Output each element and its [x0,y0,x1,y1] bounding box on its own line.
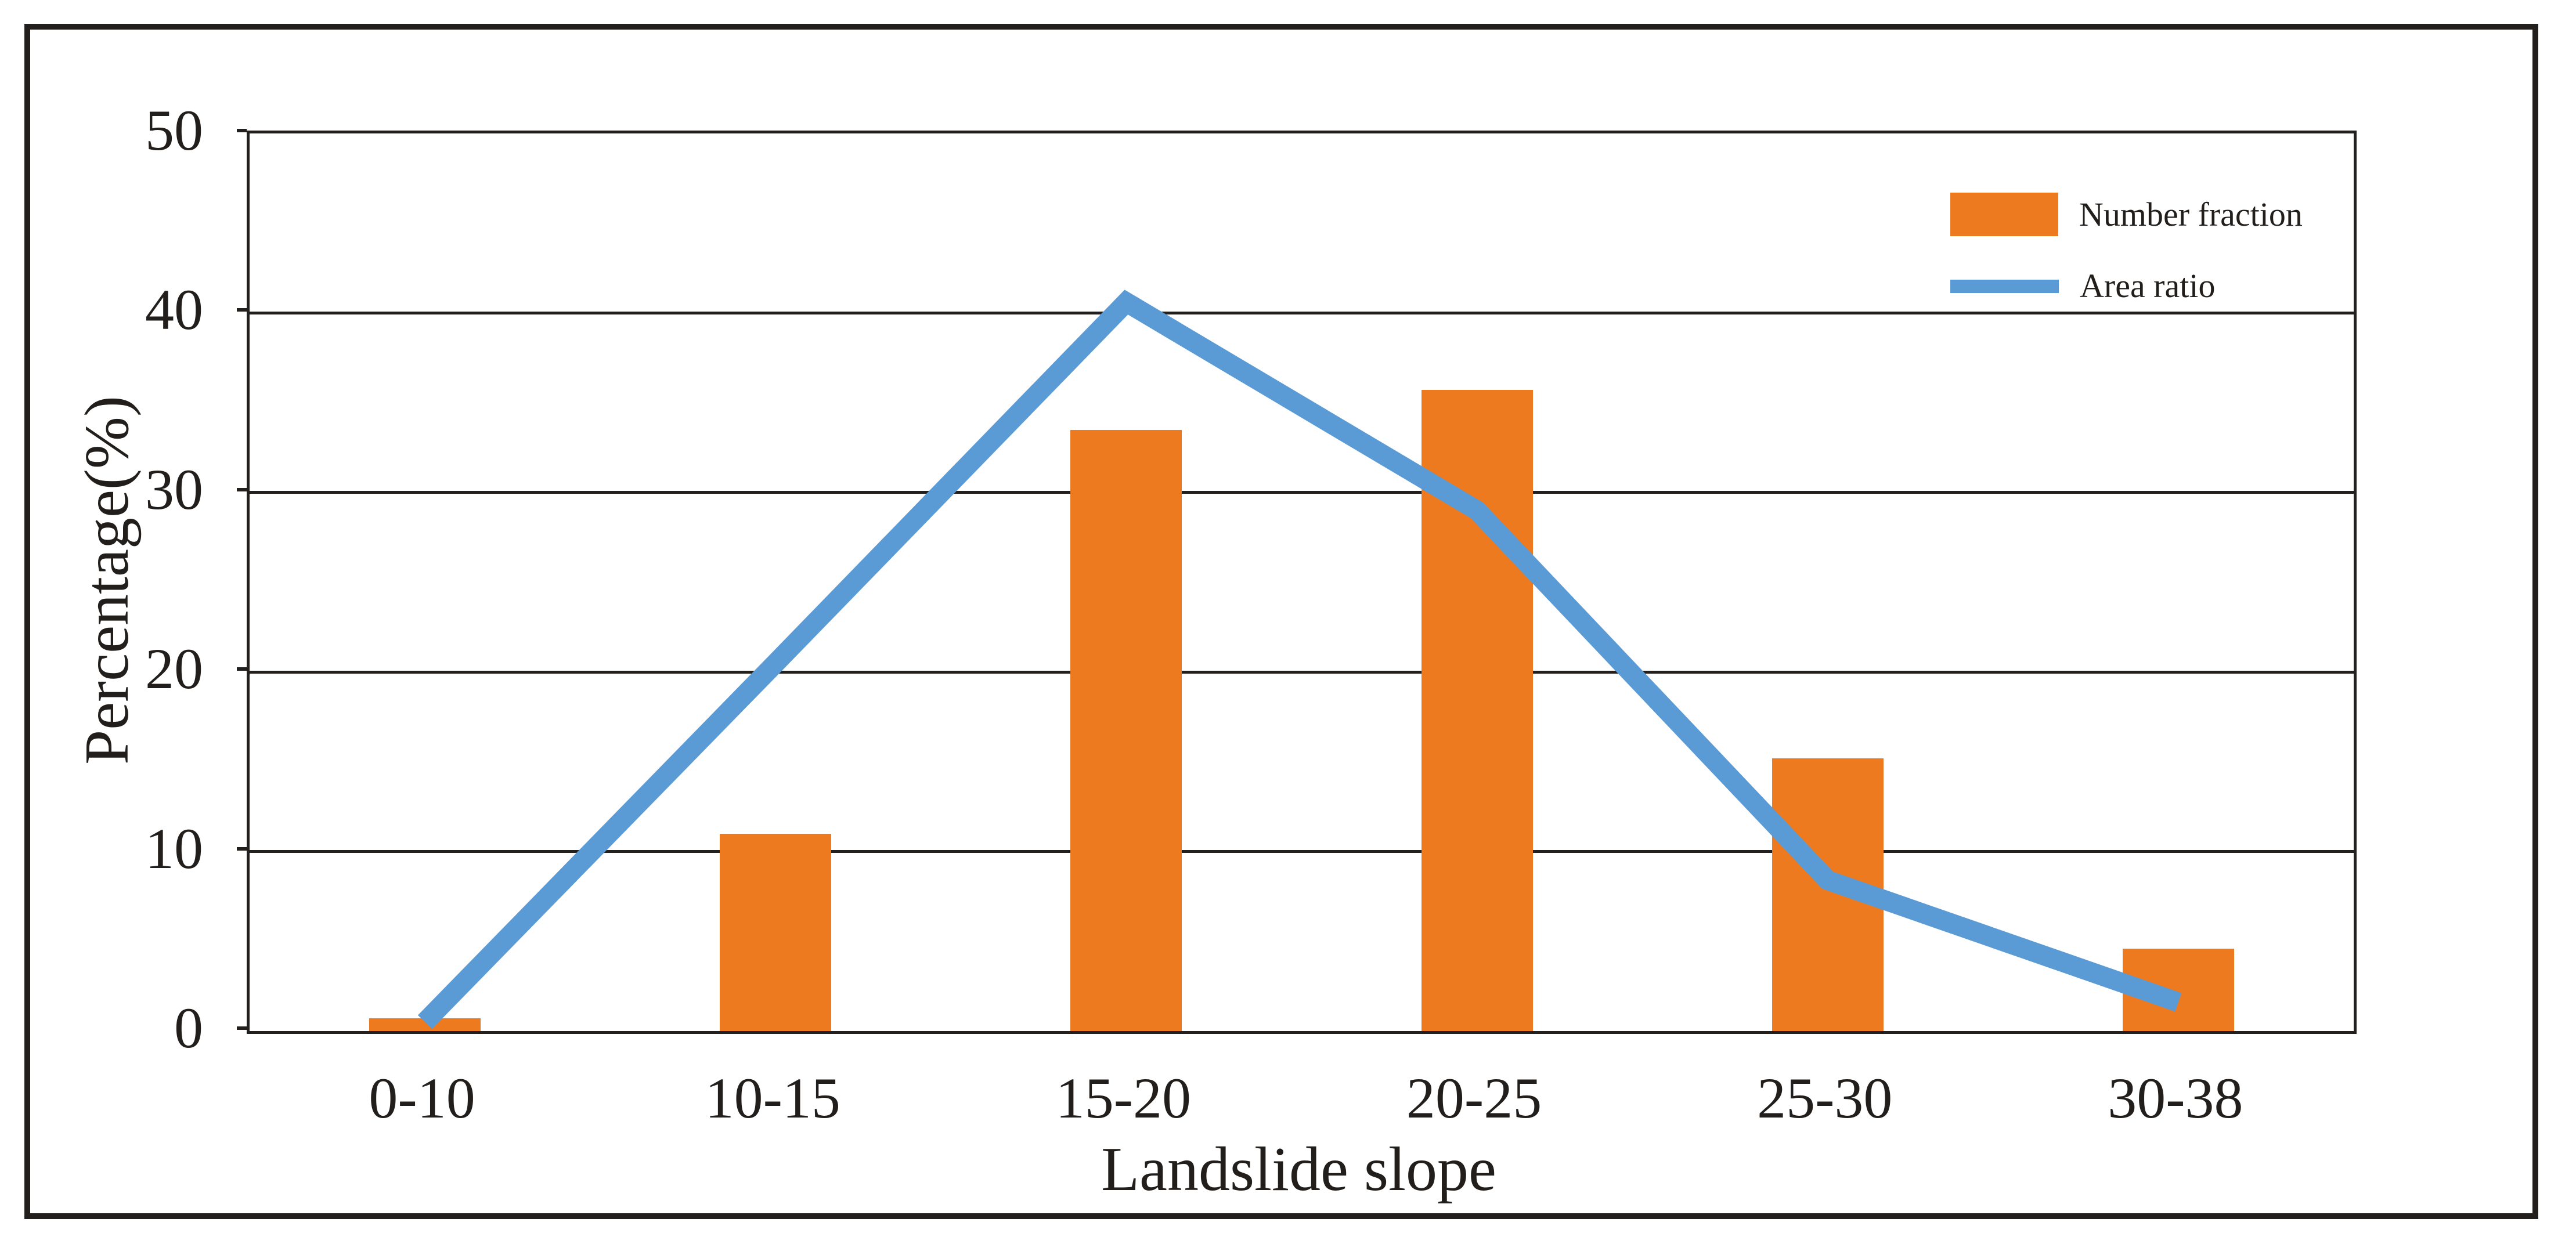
y-tick-mark-20 [237,667,247,671]
y-tick-label-50: 50 [145,98,203,162]
y-tick-label-30: 30 [145,457,203,522]
gridline-40 [250,311,2354,314]
plot-area: Number fraction Area ratio [247,131,2357,1034]
y-tick-label-40: 40 [145,277,203,342]
y-tick-mark-40 [237,308,247,312]
legend-line-swatch [1950,279,2059,293]
y-tick-mark-30 [237,487,247,491]
y-tick-label-20: 20 [145,637,203,701]
x-tick-label-30-38: 30-38 [2108,1066,2243,1130]
y-tick-mark-50 [237,129,247,132]
legend-item-area-ratio: Area ratio [1950,268,2303,304]
bar-10-15 [720,833,832,1031]
y-tick-mark-10 [237,847,247,851]
x-tick-label-0-10: 0-10 [369,1066,475,1130]
x-tick-label-20-25: 20-25 [1406,1066,1542,1130]
gridline-20 [250,670,2354,674]
bar-15-20 [1070,429,1182,1031]
legend-item-number-fraction: Number fraction [1950,193,2303,236]
gridline-30 [250,491,2354,494]
legend-label-area-ratio: Area ratio [2080,267,2216,305]
x-axis-title: Landslide slope [1101,1135,1496,1204]
line-series [417,290,2182,1029]
legend-label-number-fraction: Number fraction [2079,195,2303,233]
y-tick-mark-0 [237,1026,247,1030]
gridline-10 [250,850,2354,854]
figure-border [24,24,2538,1219]
y-tick-label-0: 0 [174,996,203,1060]
area-ratio-line [417,290,2182,1029]
x-tick-label-10-15: 10-15 [705,1066,840,1130]
bar-0-10 [369,1018,481,1031]
legend: Number fraction Area ratio [1950,193,2303,304]
legend-bar-swatch [1950,193,2058,236]
x-tick-label-15-20: 15-20 [1055,1066,1192,1130]
y-tick-label-10: 10 [145,816,203,881]
y-axis-title: Percentage(%) [73,396,142,765]
x-tick-label-25-30: 25-30 [1757,1066,1893,1130]
